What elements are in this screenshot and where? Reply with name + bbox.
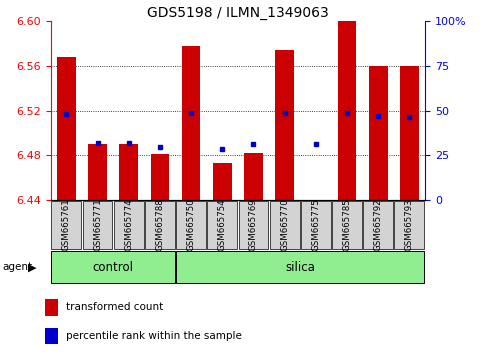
FancyBboxPatch shape [51, 200, 81, 249]
Bar [338, 21, 356, 200]
Text: percentile rank within the sample: percentile rank within the sample [66, 331, 242, 341]
FancyBboxPatch shape [207, 200, 237, 249]
Bar [369, 66, 388, 200]
Bar [182, 46, 200, 200]
Text: transformed count: transformed count [66, 302, 163, 312]
FancyBboxPatch shape [114, 200, 143, 249]
Text: GSM665771: GSM665771 [93, 198, 102, 251]
Text: GSM665774: GSM665774 [124, 198, 133, 251]
Bar [45, 327, 58, 344]
FancyBboxPatch shape [301, 200, 331, 249]
FancyBboxPatch shape [363, 200, 393, 249]
Bar [244, 153, 263, 200]
Text: GSM665750: GSM665750 [186, 198, 196, 251]
FancyBboxPatch shape [332, 200, 362, 249]
Text: GSM665775: GSM665775 [312, 198, 320, 251]
Text: GSM665793: GSM665793 [405, 199, 414, 251]
FancyBboxPatch shape [239, 200, 269, 249]
Text: silica: silica [285, 261, 315, 274]
Text: GSM665788: GSM665788 [156, 198, 164, 251]
Text: GSM665769: GSM665769 [249, 199, 258, 251]
Bar [151, 154, 169, 200]
Text: GSM665761: GSM665761 [62, 198, 71, 251]
FancyBboxPatch shape [83, 200, 113, 249]
Bar [213, 163, 232, 200]
Text: GSM665785: GSM665785 [342, 198, 352, 251]
FancyBboxPatch shape [176, 200, 206, 249]
Text: GSM665792: GSM665792 [374, 199, 383, 251]
Bar [275, 50, 294, 200]
Bar [119, 144, 138, 200]
FancyBboxPatch shape [51, 251, 175, 283]
Title: GDS5198 / ILMN_1349063: GDS5198 / ILMN_1349063 [147, 6, 329, 20]
Text: agent: agent [2, 262, 32, 272]
Text: GSM665770: GSM665770 [280, 198, 289, 251]
Text: control: control [93, 261, 134, 274]
FancyBboxPatch shape [176, 251, 425, 283]
FancyBboxPatch shape [270, 200, 299, 249]
Bar [88, 144, 107, 200]
Bar [400, 66, 419, 200]
Bar [57, 57, 76, 200]
Text: GSM665754: GSM665754 [218, 198, 227, 251]
FancyBboxPatch shape [395, 200, 425, 249]
FancyBboxPatch shape [145, 200, 175, 249]
Text: ▶: ▶ [28, 262, 37, 272]
Bar [45, 299, 58, 315]
